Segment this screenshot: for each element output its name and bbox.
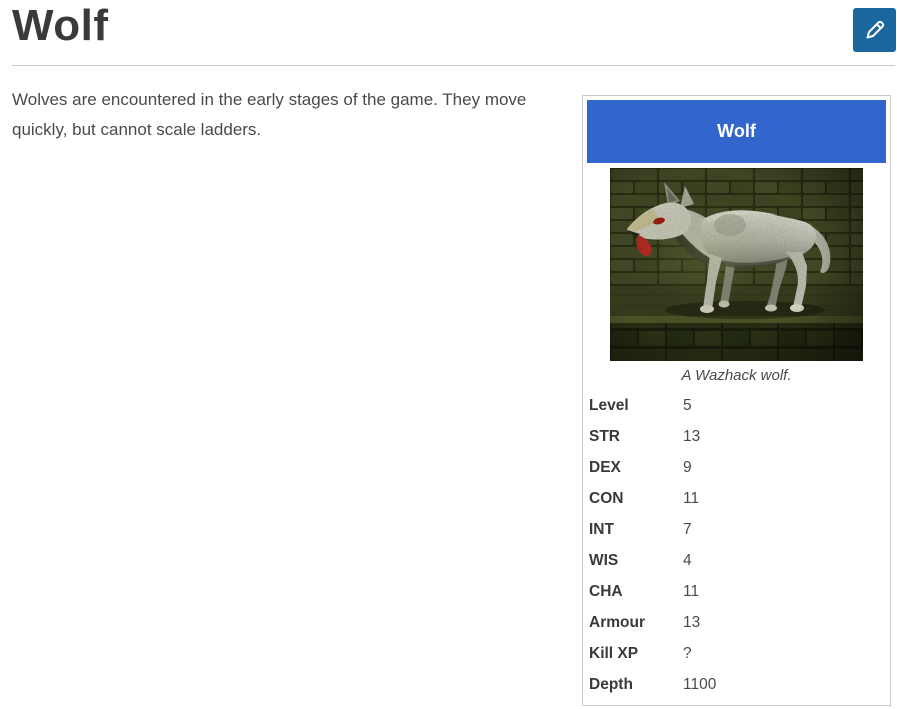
stat-label: DEX: [589, 459, 621, 476]
stat-label: INT: [589, 521, 614, 538]
stat-value: 9: [683, 459, 692, 476]
stat-row-level: Level 5: [587, 391, 886, 422]
infobox: Wolf: [582, 95, 891, 706]
stat-label: CON: [589, 490, 624, 507]
stat-value: 4: [683, 552, 692, 569]
stat-row-cha: CHA 11: [587, 577, 886, 608]
stat-row-str: STR 13: [587, 422, 886, 453]
stat-value: 11: [683, 583, 700, 600]
stat-label: CHA: [589, 583, 623, 600]
stat-value: 13: [683, 614, 701, 631]
stat-label: Depth: [589, 676, 633, 693]
stat-label: Level: [589, 397, 629, 414]
stat-label: WIS: [589, 552, 619, 569]
stat-row-int: INT 7: [587, 515, 886, 546]
article-paragraph: Wolves are encountered in the early stag…: [12, 90, 527, 139]
stat-value: 5: [683, 397, 692, 414]
stat-label: Kill XP: [589, 645, 639, 662]
stat-value: ?: [683, 645, 692, 662]
stat-label: Armour: [589, 614, 645, 631]
stat-row-killxp: Kill XP ?: [587, 639, 886, 670]
page-title: Wolf: [12, 1, 109, 50]
stat-value: 1100: [683, 676, 717, 693]
stat-row-armour: Armour 13: [587, 608, 886, 639]
stat-row-con: CON 11: [587, 484, 886, 515]
pencil-icon: [863, 18, 887, 42]
edit-button[interactable]: [853, 8, 896, 52]
stat-value: 7: [683, 521, 692, 538]
stat-row-wis: WIS 4: [587, 546, 886, 577]
wolf-image[interactable]: [610, 168, 863, 361]
stat-value: 11: [683, 490, 700, 507]
infobox-title: Wolf: [587, 100, 886, 163]
stat-row-depth: Depth 1100: [587, 670, 886, 701]
stat-value: 13: [683, 428, 701, 445]
stats-table: Level 5 STR 13 DEX 9 CON 11 INT 7 WIS 4: [587, 391, 886, 701]
title-divider: [12, 65, 895, 66]
image-caption: A Wazhack wolf.: [681, 367, 792, 384]
stat-row-dex: DEX 9: [587, 453, 886, 484]
stat-label: STR: [589, 428, 620, 445]
